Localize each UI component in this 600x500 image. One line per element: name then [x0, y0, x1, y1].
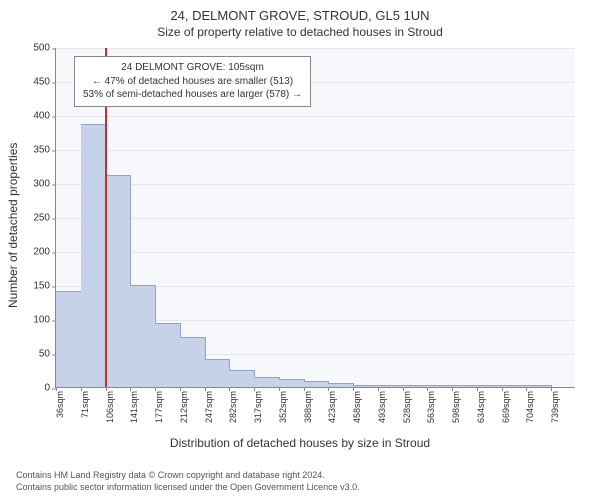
page-title-description: Size of property relative to detached ho… [0, 25, 600, 39]
x-tick-label: 458sqm [352, 391, 362, 423]
footer-attribution: Contains HM Land Registry data © Crown c… [16, 470, 360, 493]
histogram-bar [452, 385, 478, 387]
annotation-box: 24 DELMONT GROVE: 105sqm← 47% of detache… [74, 56, 311, 107]
histogram-bar [477, 385, 503, 387]
gridline [56, 48, 575, 49]
x-tick-label: 493sqm [377, 391, 387, 423]
x-tick-label: 388sqm [303, 391, 313, 423]
gridline [56, 150, 575, 151]
x-tick-label: 669sqm [501, 391, 511, 423]
y-tick-label: 350 [33, 145, 50, 156]
histogram-bar [304, 381, 330, 387]
histogram-bar [427, 385, 453, 387]
x-tick-label: 247sqm [204, 391, 214, 423]
y-tick-label: 200 [33, 247, 50, 258]
histogram-bar [502, 385, 528, 387]
x-axis-label: Distribution of detached houses by size … [0, 436, 600, 450]
histogram-bar [328, 383, 354, 387]
histogram-bar [106, 175, 132, 387]
x-tick-label: 528sqm [402, 391, 412, 423]
y-tick-label: 250 [33, 213, 50, 224]
gridline [56, 184, 575, 185]
footer-line-2: Contains public sector information licen… [16, 482, 360, 494]
y-tick-label: 450 [33, 77, 50, 88]
x-tick-label: 352sqm [278, 391, 288, 423]
x-tick-label: 317sqm [253, 391, 263, 423]
y-tick-label: 400 [33, 111, 50, 122]
histogram-bar [254, 377, 280, 387]
x-tick-label: 704sqm [525, 391, 535, 423]
histogram-bar [279, 379, 305, 387]
histogram-plot: 05010015020025030035040045050036sqm71sqm… [55, 48, 575, 388]
x-tick-label: 634sqm [476, 391, 486, 423]
y-axis-label: Number of detached properties [6, 143, 20, 308]
x-tick-label: 423sqm [327, 391, 337, 423]
x-tick-label: 739sqm [550, 391, 560, 423]
histogram-bar [229, 370, 255, 387]
histogram-bar [403, 385, 429, 387]
y-tick-label: 0 [44, 383, 50, 394]
annotation-line: 24 DELMONT GROVE: 105sqm [83, 61, 302, 75]
x-tick-label: 282sqm [228, 391, 238, 423]
y-tick-label: 100 [33, 315, 50, 326]
histogram-bar [56, 291, 82, 387]
gridline [56, 218, 575, 219]
histogram-bar [378, 385, 404, 387]
x-tick-label: 177sqm [154, 391, 164, 423]
x-tick-label: 563sqm [426, 391, 436, 423]
footer-line-1: Contains HM Land Registry data © Crown c… [16, 470, 360, 482]
y-tick-label: 300 [33, 179, 50, 190]
histogram-bar [180, 337, 206, 387]
histogram-bar [205, 359, 231, 387]
y-tick-label: 500 [33, 43, 50, 54]
x-tick-label: 36sqm [55, 391, 65, 418]
histogram-bar [81, 124, 107, 387]
gridline [56, 252, 575, 253]
x-tick-label: 212sqm [179, 391, 189, 423]
x-tick-label: 141sqm [129, 391, 139, 423]
histogram-bar [353, 385, 379, 387]
page-title-address: 24, DELMONT GROVE, STROUD, GL5 1UN [0, 8, 600, 23]
gridline [56, 116, 575, 117]
x-tick-label: 598sqm [451, 391, 461, 423]
histogram-bar [155, 323, 181, 387]
annotation-line: ← 47% of detached houses are smaller (51… [83, 75, 302, 89]
y-tick-label: 150 [33, 281, 50, 292]
histogram-bar [130, 285, 156, 387]
x-tick-label: 106sqm [105, 391, 115, 423]
x-tick-label: 71sqm [80, 391, 90, 418]
y-tick-label: 50 [39, 349, 50, 360]
histogram-bar [526, 385, 552, 387]
annotation-line: 53% of semi-detached houses are larger (… [83, 88, 302, 102]
